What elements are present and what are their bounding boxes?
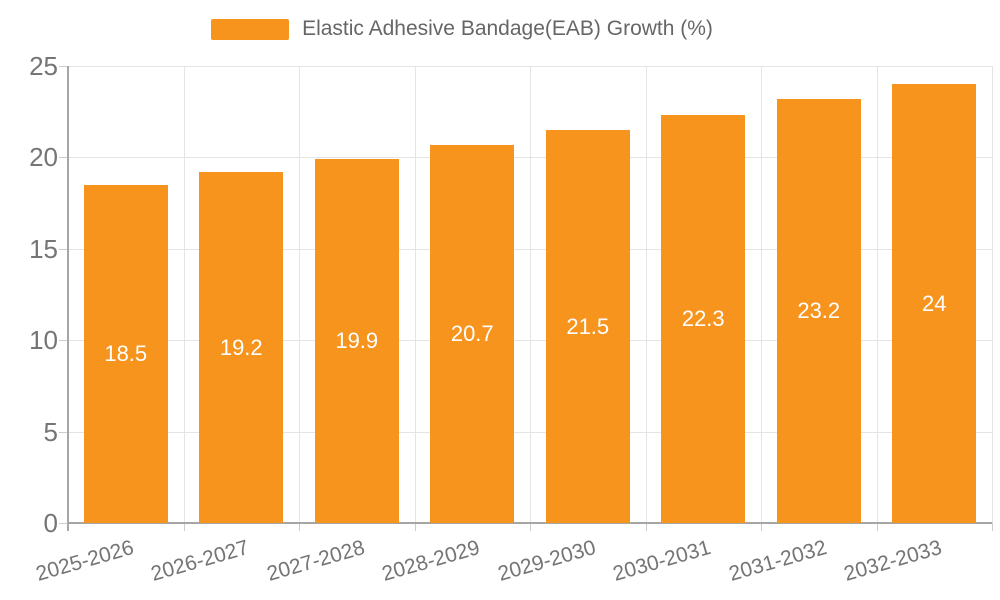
legend-item[interactable]: Elastic Adhesive Bandage(EAB) Growth (%): [0, 17, 962, 41]
y-tick-label: 10: [29, 325, 58, 356]
v-gridline: [530, 66, 531, 523]
bar[interactable]: 22.3: [661, 115, 746, 523]
v-gridline: [992, 66, 993, 523]
v-gridline: [876, 66, 878, 523]
x-axis-line: [68, 522, 992, 524]
x-tick: [645, 523, 647, 531]
x-tick: [299, 523, 300, 531]
bar[interactable]: 24: [892, 84, 977, 523]
v-gridline: [645, 66, 647, 523]
y-tick-label: 15: [29, 233, 58, 264]
y-tick: [59, 66, 67, 67]
x-tick: [530, 523, 531, 531]
bar-value-label: 18.5: [104, 340, 148, 366]
bar-value-label: 23.2: [797, 297, 841, 323]
plot-area: 18.5 19.2 19.9 20.7 21.5 22.3 23.2 24: [59, 66, 993, 531]
y-tick-label: 25: [29, 51, 58, 81]
bar-value-label: 19.2: [219, 334, 263, 360]
y-tick: [59, 157, 67, 159]
bar[interactable]: 18.5: [83, 184, 168, 523]
legend-label: Elastic Adhesive Bandage(EAB) Growth (%): [302, 17, 713, 40]
y-tick: [59, 248, 67, 250]
bar-value-label: 20.7: [450, 320, 494, 346]
x-tick: [414, 523, 416, 531]
bar-value-label: 19.9: [335, 328, 379, 354]
y-tick: [59, 340, 67, 342]
y-tick-label: 5: [43, 416, 58, 447]
y-tick: [59, 523, 67, 524]
x-tick: [183, 523, 185, 531]
x-tick: [876, 523, 878, 531]
v-gridline: [414, 66, 416, 523]
bar-value-label: 22.3: [681, 306, 725, 332]
y-tick-label: 0: [43, 508, 58, 538]
bar[interactable]: 23.2: [776, 98, 861, 523]
bar[interactable]: 19.2: [199, 172, 284, 523]
bar[interactable]: 19.9: [314, 159, 399, 523]
y-tick: [59, 431, 67, 433]
bar[interactable]: 20.7: [430, 144, 515, 523]
y-axis-line: [67, 66, 69, 531]
bar[interactable]: 21.5: [545, 129, 630, 523]
x-tick: [992, 523, 993, 531]
v-gridline: [761, 66, 762, 523]
v-gridline: [183, 66, 185, 523]
v-gridline: [299, 66, 300, 523]
x-tick: [761, 523, 762, 531]
bar-value-label: 21.5: [566, 313, 610, 339]
legend-swatch: [211, 18, 290, 40]
y-tick-label: 20: [29, 142, 58, 173]
bar-value-label: 24: [922, 290, 947, 316]
